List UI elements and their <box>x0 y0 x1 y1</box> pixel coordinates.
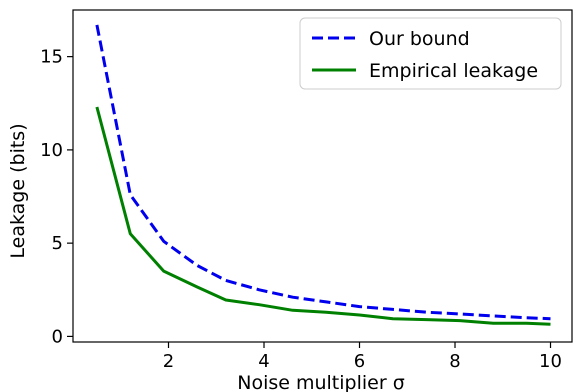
x-axis-title: Noise multiplier σ <box>237 372 405 392</box>
series-lines <box>95 24 551 326</box>
legend: Our bound Empirical leakage <box>299 17 562 90</box>
y-axis-ticks: 0 5 10 15 <box>40 47 73 347</box>
x-tick-label: 2 <box>163 351 174 372</box>
x-tick-label: 10 <box>539 351 562 372</box>
y-tick-label: 10 <box>40 140 63 161</box>
y-tick-label: 15 <box>40 47 63 68</box>
y-tick-label: 0 <box>52 326 63 347</box>
plot-frame <box>72 9 573 343</box>
plot-area <box>72 9 573 343</box>
legend-label-1: Our bound <box>369 28 470 50</box>
series-line-1 <box>95 24 551 321</box>
y-axis-title: Leakage (bits) <box>7 123 29 258</box>
x-tick-label: 6 <box>354 351 365 372</box>
y-tick-label: 5 <box>52 233 63 254</box>
legend-box <box>299 17 562 90</box>
x-tick-label: 8 <box>449 351 460 372</box>
series-line-2 <box>95 106 551 326</box>
x-tick-label: 4 <box>258 351 269 372</box>
x-axis-ticks: 2 4 6 8 10 <box>163 342 562 372</box>
legend-label-2: Empirical leakage <box>369 60 538 82</box>
